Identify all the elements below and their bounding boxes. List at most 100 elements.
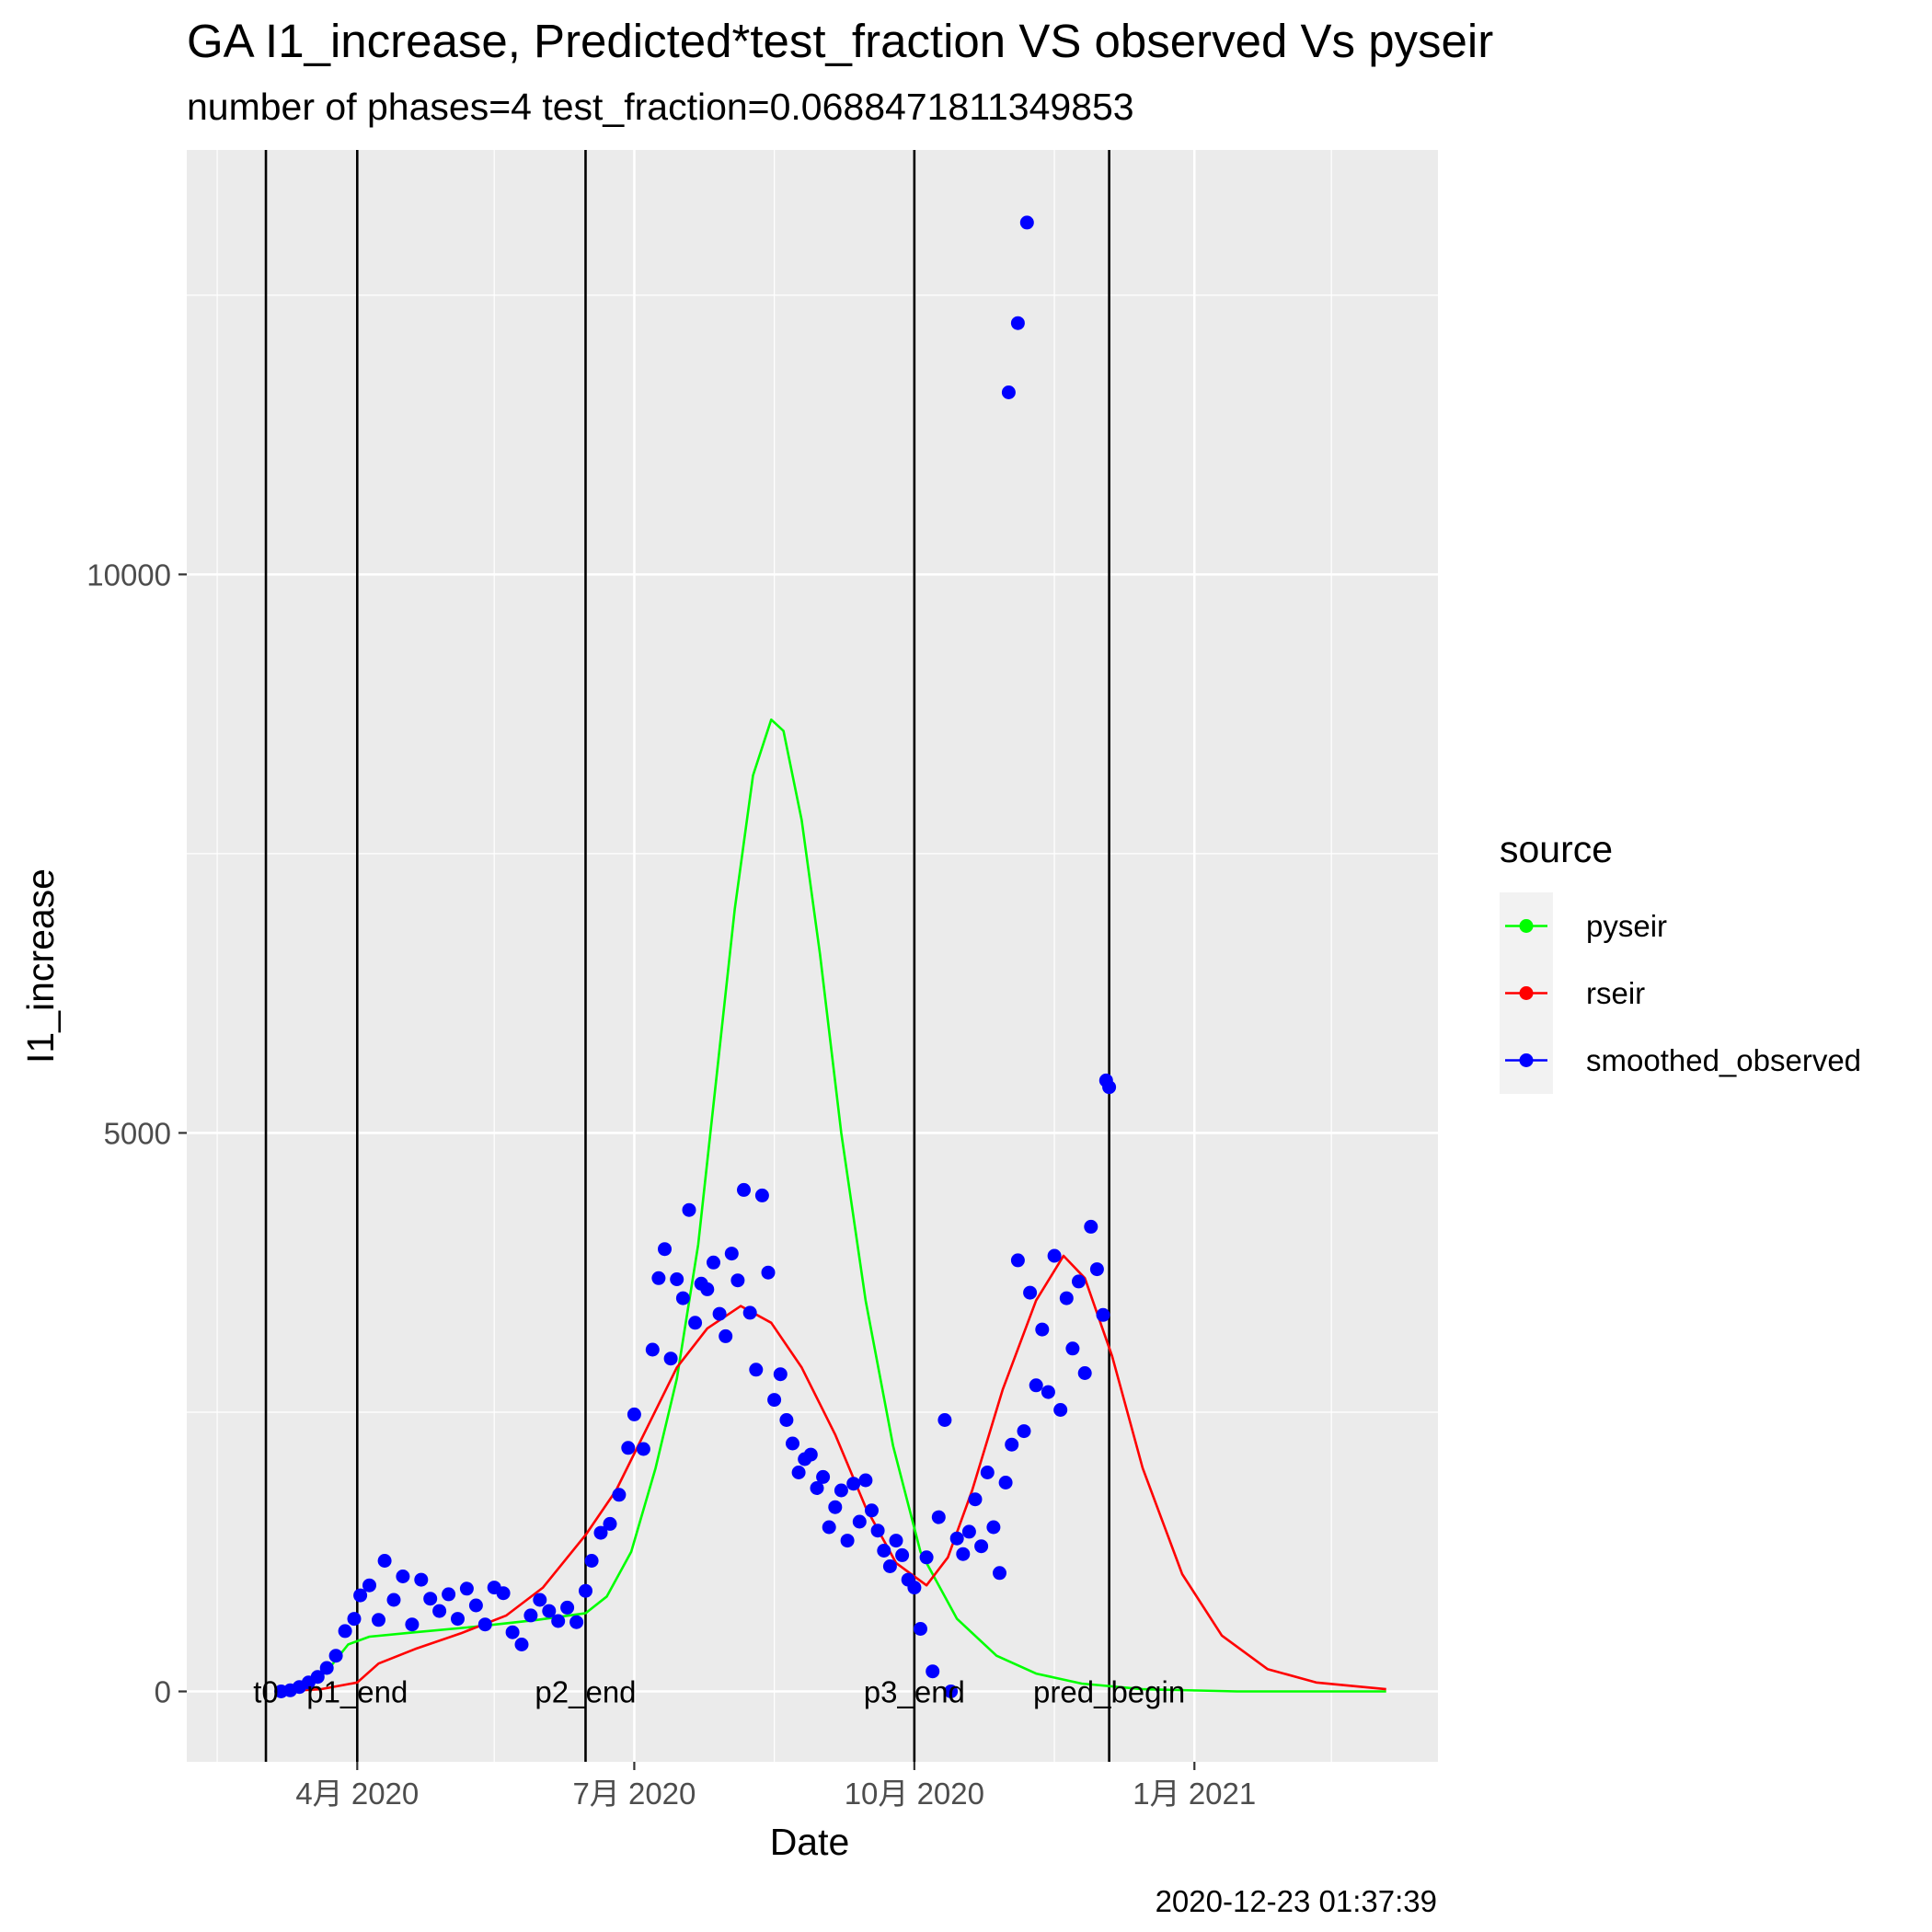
data-point <box>1089 1262 1104 1277</box>
data-point <box>1065 1341 1080 1356</box>
data-point <box>584 1554 599 1568</box>
data-point <box>682 1202 696 1217</box>
data-point <box>372 1613 385 1627</box>
data-point <box>675 1291 690 1305</box>
legend: source pyseir rseir smoothed_observed <box>1500 828 1861 1094</box>
data-point <box>612 1488 627 1502</box>
observed-points <box>274 215 1117 1698</box>
data-point <box>319 1661 334 1675</box>
data-point <box>663 1351 678 1366</box>
data-point <box>505 1625 520 1639</box>
phase-label-p3-end: p3_end <box>864 1675 965 1709</box>
data-point <box>1047 1248 1062 1263</box>
minor-gridlines <box>187 150 1438 1762</box>
data-point <box>852 1514 867 1529</box>
x-tick-label: 1月 2021 <box>1133 1777 1256 1811</box>
data-point <box>737 1182 751 1197</box>
data-point <box>895 1547 910 1562</box>
data-point <box>621 1441 636 1455</box>
data-point <box>1023 1285 1038 1300</box>
data-point <box>882 1559 897 1573</box>
data-point <box>1029 1378 1043 1393</box>
data-point <box>786 1436 799 1451</box>
x-tick-label: 4月 2020 <box>295 1777 419 1811</box>
data-point <box>865 1503 879 1518</box>
data-point <box>889 1534 903 1548</box>
phase-labels: t0 p1_end p2_end p3_end pred_begin <box>253 1675 1185 1709</box>
data-point <box>651 1271 666 1285</box>
data-point <box>1084 1219 1098 1234</box>
data-point <box>377 1554 392 1568</box>
data-point <box>846 1477 861 1491</box>
data-point <box>1001 385 1016 399</box>
legend-key-point <box>1519 919 1534 933</box>
data-point <box>551 1614 566 1628</box>
legend-label-pyseir: pyseir <box>1586 909 1667 943</box>
data-point <box>974 1539 989 1554</box>
data-point <box>834 1483 848 1498</box>
data-point <box>451 1612 465 1627</box>
y-axis-title: I1_increase <box>19 868 62 1064</box>
chart-title: GA I1_increase, Predicted*test_fraction … <box>187 15 1493 67</box>
phase-label-pred-begin: pred_begin <box>1033 1675 1185 1709</box>
data-point <box>968 1492 983 1507</box>
series-lines <box>281 718 1386 1693</box>
data-point <box>1035 1322 1050 1337</box>
data-point <box>347 1612 362 1627</box>
data-point <box>1005 1437 1019 1452</box>
data-point <box>423 1592 438 1606</box>
data-point <box>822 1520 836 1535</box>
data-point <box>828 1500 843 1514</box>
series-line-pyseir <box>281 718 1386 1693</box>
data-point <box>560 1600 575 1615</box>
data-point <box>569 1615 584 1629</box>
data-point <box>1102 1080 1117 1095</box>
phase-label-p2-end: p2_end <box>535 1675 636 1709</box>
data-point <box>514 1638 529 1651</box>
data-point <box>937 1413 952 1427</box>
chart-subtitle: number of phases=4 test_fraction=0.06884… <box>187 86 1134 128</box>
data-point <box>627 1407 641 1421</box>
data-point <box>961 1524 976 1539</box>
data-point <box>603 1516 617 1531</box>
data-point <box>803 1447 818 1462</box>
data-point <box>810 1481 824 1495</box>
data-point <box>1053 1403 1068 1417</box>
data-point <box>926 1664 940 1679</box>
data-point <box>1077 1366 1092 1380</box>
data-point <box>362 1578 376 1593</box>
data-point <box>468 1598 483 1613</box>
data-point <box>533 1593 547 1607</box>
data-point <box>405 1617 420 1632</box>
plot-panel <box>187 150 1438 1762</box>
data-point <box>496 1586 511 1601</box>
y-tick-label: 5000 <box>104 1116 171 1150</box>
data-point <box>707 1255 720 1270</box>
data-point <box>1017 1424 1031 1439</box>
data-point <box>542 1604 557 1618</box>
data-point <box>773 1367 788 1382</box>
data-point <box>791 1466 806 1479</box>
y-tick-label: 10000 <box>86 558 171 592</box>
phase-label-t0: t0 <box>253 1675 279 1709</box>
data-point <box>754 1188 769 1202</box>
data-point <box>414 1572 429 1587</box>
data-point <box>767 1393 782 1408</box>
data-point <box>353 1588 368 1603</box>
data-point <box>645 1342 660 1357</box>
data-point <box>1041 1385 1055 1399</box>
data-point <box>749 1363 764 1377</box>
data-point <box>477 1617 492 1632</box>
phase-lines <box>264 150 1110 1762</box>
data-point <box>1072 1274 1086 1289</box>
data-point <box>877 1544 891 1558</box>
data-point <box>840 1534 855 1548</box>
data-point <box>914 1622 927 1636</box>
legend-key-point <box>1519 1053 1534 1067</box>
data-point <box>636 1442 650 1456</box>
data-point <box>858 1473 873 1488</box>
data-point <box>688 1316 703 1330</box>
data-point <box>396 1570 410 1583</box>
data-point <box>338 1624 352 1639</box>
